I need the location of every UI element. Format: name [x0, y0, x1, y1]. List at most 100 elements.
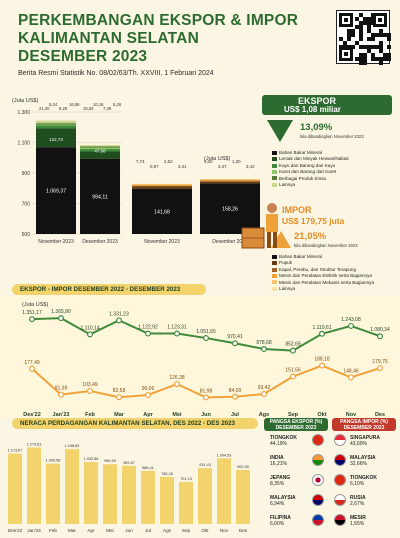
- ekspor-point-label: 1.110,14: [80, 325, 99, 331]
- ekspor-point-label: 1.122,92: [138, 325, 158, 331]
- impor-bar-segment: [132, 186, 192, 189]
- impor-data-label: 0,97: [150, 164, 159, 169]
- impor-point-label: 81,98: [200, 388, 213, 394]
- legend-swatch: [272, 182, 277, 187]
- ekspor-point: [377, 333, 384, 340]
- neraca-bar: [84, 462, 98, 524]
- legend-swatch: [272, 150, 277, 155]
- impor-data-label: 141,68: [154, 209, 170, 215]
- ekspor-point: [261, 346, 268, 353]
- impor-label: IMPOR: [282, 205, 312, 215]
- neraca-bar-label: 931,43: [199, 463, 211, 467]
- neraca-bar-label: 1.274,51: [27, 443, 42, 447]
- ekspor-data-label: 15,83: [83, 106, 94, 111]
- legend-label: Berbagai Produk Kimia: [279, 175, 326, 181]
- neraca-bar-label: 1.173,67: [8, 449, 23, 453]
- impor-point: [290, 373, 297, 380]
- impor-point-label: 91,39: [55, 386, 68, 392]
- ekspor-legend-item: Bahan Bakar Mineral: [272, 150, 322, 155]
- partner-name: MALAYSIA: [350, 455, 376, 461]
- flag-icon: [312, 474, 324, 486]
- ekspor-bar-chart: (Juta US$) 500 700 900 1.100 1.300 1.069,37 122…: [12, 98, 122, 245]
- legend-swatch: [272, 286, 277, 291]
- partner-name: JEPANG: [270, 475, 291, 481]
- worker-illustration: [241, 203, 278, 249]
- y-tick-label: 900: [22, 171, 31, 177]
- ekspor-bar-segment: [36, 125, 76, 129]
- impor-point: [174, 381, 181, 388]
- impor-legend-item: Mesin dan Peralatan Mekanis serta Bagian…: [272, 280, 374, 285]
- impor-data-label: 3,47: [218, 164, 227, 169]
- impor-partner: MESIR 1,65%: [350, 515, 366, 527]
- partner-share: 6,94%: [270, 501, 285, 507]
- ekspor-data-label: 5,26: [113, 102, 122, 107]
- partner-name: INDIA: [270, 455, 284, 461]
- legend-label: Lainnya: [279, 182, 296, 187]
- arrow-down-icon: [267, 120, 293, 142]
- impor-bar-segment: [200, 183, 260, 234]
- x-tick-label: Sep: [288, 412, 299, 418]
- ekspor-point-label: 1.051,65: [196, 329, 216, 335]
- partner-name: RUSIA: [350, 495, 366, 501]
- ekspor-value: US$ 1,08 miliar: [284, 105, 341, 114]
- impor-bar-chart: (Juta US$) 141,68 7,74 0,97 2,52 3,41 November…: [132, 156, 260, 245]
- impor-point: [86, 387, 93, 394]
- ekspor-point-label: 1.080,34: [370, 327, 390, 333]
- impor-point: [203, 394, 210, 401]
- ekspor-point: [145, 330, 152, 337]
- impor-bar-segment: [200, 180, 260, 182]
- x-tick-label: Okt: [317, 412, 326, 418]
- impor-partner: TIONGKOK 6,10%: [350, 475, 377, 487]
- flag-icon: [312, 454, 324, 466]
- x-tick-label: Jul: [231, 412, 239, 418]
- ekspor-data-label: 7,49: [103, 106, 112, 111]
- neraca-bar: [179, 481, 193, 524]
- ekspor-headline: EKSPOR US$ 1,08 miliar: [262, 95, 392, 115]
- legend-label: Bahan Bakar Mineral: [279, 254, 322, 259]
- ekspor-point-label: 970,41: [227, 334, 243, 340]
- x-tick-label: Sep: [182, 528, 191, 533]
- ekspor-bar-segment: [80, 147, 120, 150]
- line-chart-ylabel: (Juta US$): [22, 302, 48, 308]
- impor-data-label: 5,00: [204, 159, 213, 164]
- partner-share: 44,19%: [270, 441, 287, 447]
- ekspor-bar-segment: [36, 123, 76, 125]
- impor-change-note: bila dibandingkan November 2023: [294, 243, 358, 248]
- neraca-bar-label: 1.032,86: [84, 457, 99, 461]
- title-line-1: PERKEMBANGAN EKSPOR & IMPOR: [18, 12, 299, 29]
- impor-legend-item: Bahan Bakar Mineral: [272, 254, 322, 259]
- legend-swatch: [272, 273, 277, 278]
- neraca-bar-label: 785,26: [161, 472, 173, 476]
- ekspor-data-label: 1.069,37: [46, 189, 66, 195]
- ekspor-point: [57, 315, 64, 322]
- impor-point: [29, 365, 36, 372]
- neraca-bar-label: 1.248,65: [65, 444, 80, 448]
- flag-icon: [312, 514, 324, 526]
- ekspor-point: [319, 330, 326, 337]
- impor-point: [232, 393, 239, 400]
- legend-label: Lemak dan Minyak Hewani/Nabati: [279, 156, 349, 162]
- ekspor-data-label: 8,28: [59, 106, 68, 111]
- ekspor-change: 13,09%: [300, 122, 333, 133]
- impor-data-label: 7,74: [136, 159, 145, 164]
- legend-label: Lainnya: [279, 286, 296, 291]
- impor-point-label: 90,06: [142, 386, 155, 392]
- impor-share-header: PANGSA IMPOR (%) DESEMBER 2023: [332, 418, 396, 431]
- y-tick-label: 1.100: [17, 141, 30, 147]
- neraca-bar: [46, 463, 60, 524]
- ekspor-point: [203, 335, 210, 342]
- neraca-bar-label: 1.094,59: [217, 453, 232, 457]
- flag-icon: [334, 474, 346, 486]
- x-tick-label: Des'22: [23, 412, 41, 418]
- legend-label: Mesin dan Peralatan Elektrik serta Bagia…: [279, 273, 372, 279]
- impor-bar-segment: [132, 184, 192, 186]
- flag-icon: [312, 494, 324, 506]
- partner-share: 32,66%: [350, 461, 367, 467]
- ekspor-change-note: bila dibandingkan November 2023: [300, 134, 364, 139]
- x-tick-label: Ags: [163, 528, 172, 533]
- ekspor-bar-segment: [36, 124, 76, 126]
- page-title: PERKEMBANGAN EKSPOR & IMPOR KALIMANTAN S…: [18, 12, 318, 66]
- impor-bar-segment: [132, 183, 192, 186]
- impor-data-label: 3,42: [246, 164, 255, 169]
- qr-code[interactable]: [336, 10, 391, 65]
